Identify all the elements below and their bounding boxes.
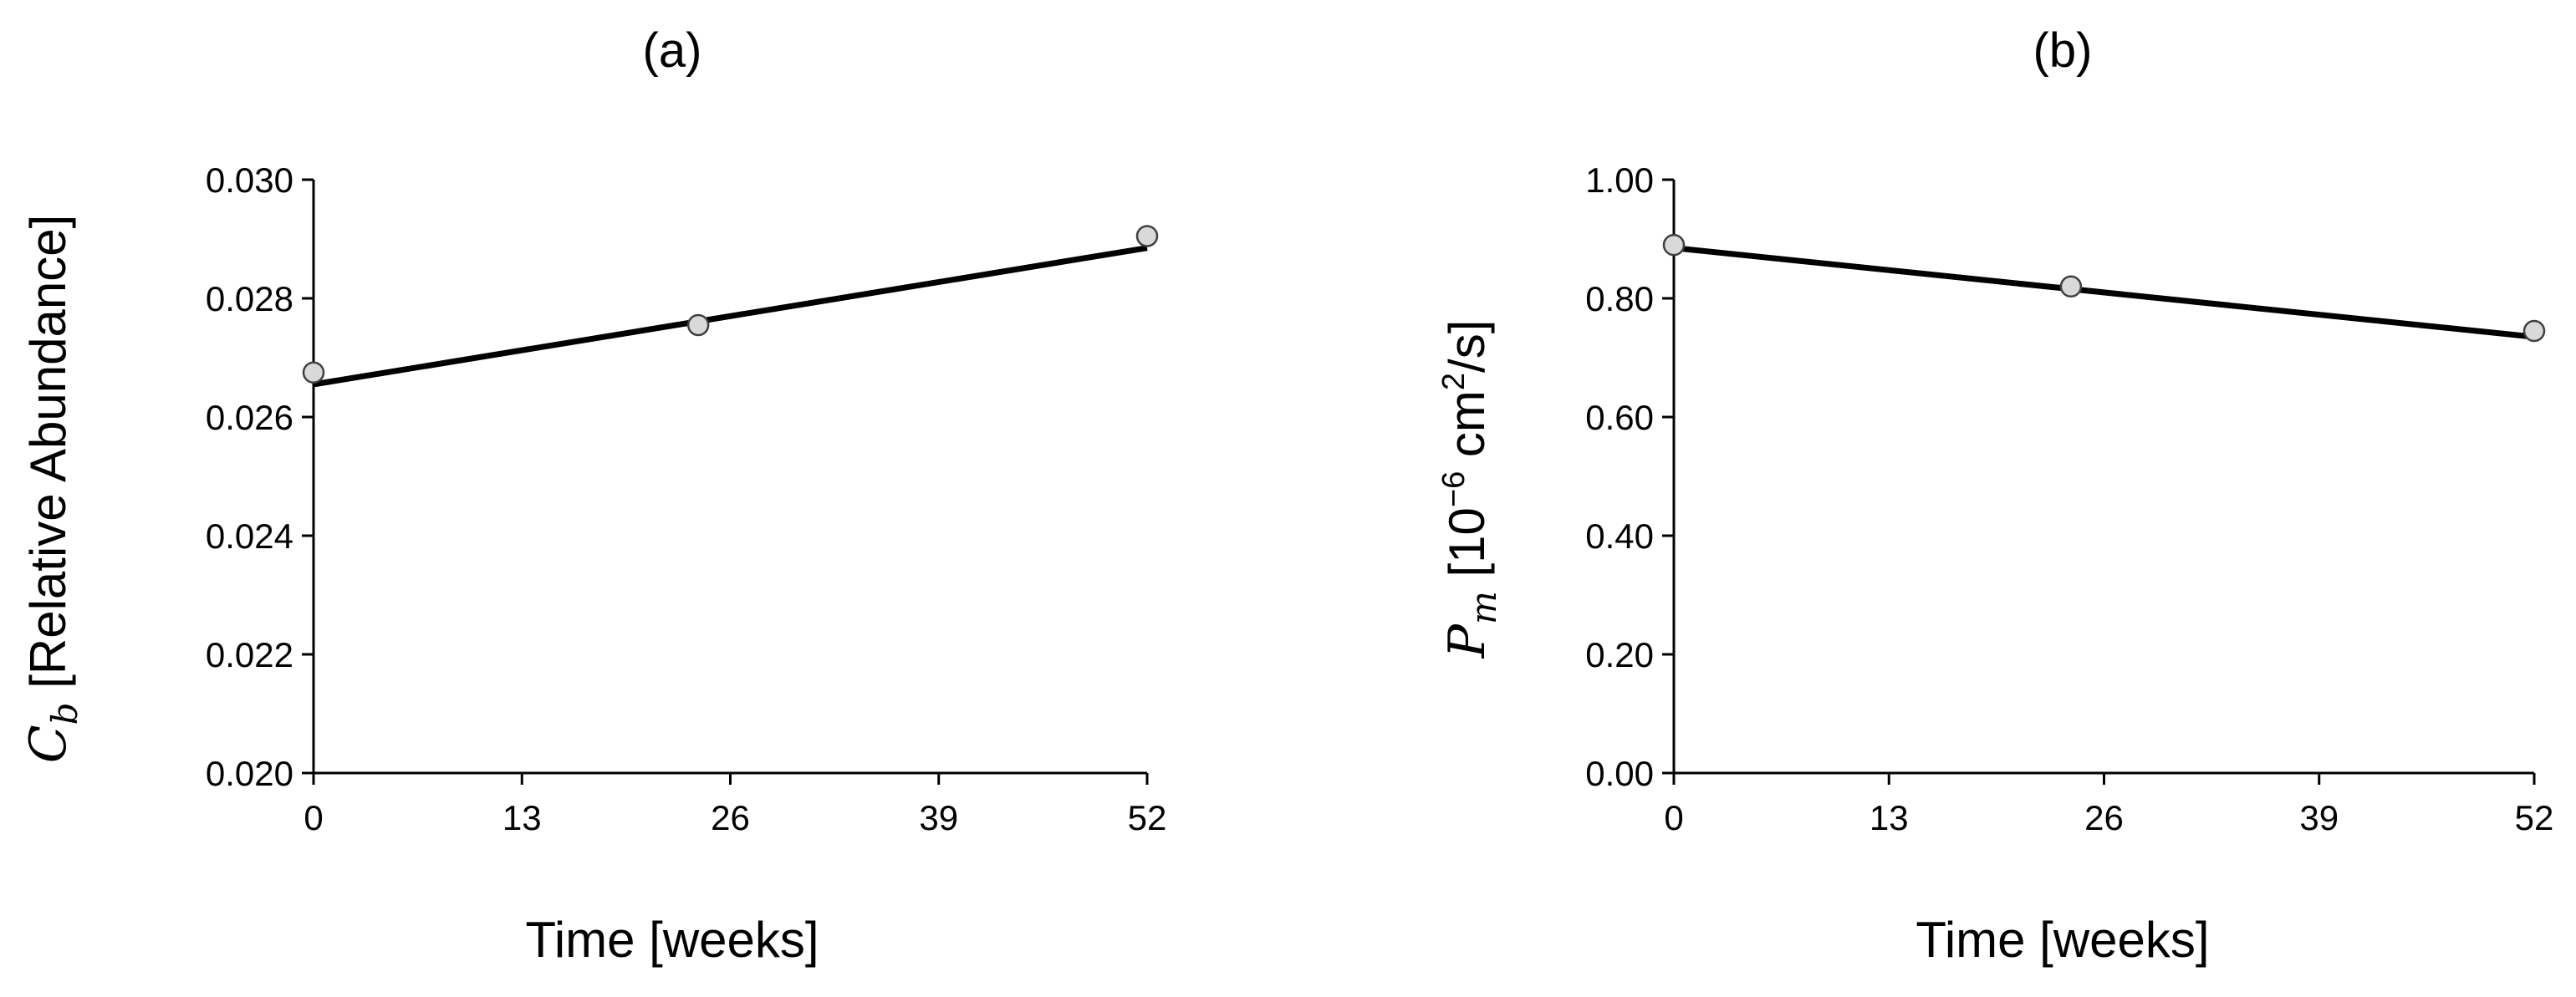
panel-a-x-tick-label: 26 [711, 798, 750, 837]
panel-b-x-tick-label: 26 [2084, 798, 2124, 837]
panel-b-x-tick-label: 39 [2299, 798, 2339, 837]
panel-b-y-axis-label: Pm [10−6 cm2/s] [1436, 320, 1504, 659]
panel-a-y-tick-label: 0.028 [206, 279, 293, 318]
panel-a-x-tick-label: 39 [919, 798, 958, 837]
panel-a-x-tick-label: 13 [502, 798, 542, 837]
panel-a-title: (a) [643, 23, 702, 78]
panel-a-y-axis-label: Cb [Relative Abundance] [19, 215, 85, 764]
panel-a-chart: (a) 0.020 0.022 0.024 0.026 0.028 0.030 0 13 26 3… [19, 23, 1166, 968]
panel-a-x-axis-label: Time [weeks] [525, 912, 819, 968]
panel-b-y-tick-label: 1.00 [1585, 160, 1654, 200]
panel-b-data-point [2522, 319, 2546, 343]
panel-b-y-tick-label: 0.40 [1585, 516, 1654, 556]
panel-b-x-tick-label: 13 [1870, 798, 1909, 837]
panel-a-y-tick-label: 0.020 [206, 754, 293, 793]
panel-b-y-tick-label: 0.20 [1585, 635, 1654, 674]
panel-b-x-axis-label: Time [weeks] [1915, 912, 2209, 968]
panel-b-x-tick-label: 52 [2515, 798, 2554, 837]
panel-a-y-tick-label: 0.030 [206, 160, 293, 200]
panel-b-y-tick-label: 0.60 [1585, 398, 1654, 437]
panel-b-chart: (b) 0.00 0.20 0.40 0.60 0.80 1.00 0 13 26 39 52 Ti… [1436, 23, 2553, 968]
panel-a-y-tick-label: 0.024 [206, 516, 293, 556]
panel-a-y-tick-label: 0.026 [206, 398, 293, 437]
panel-b-y-tick-label: 0.80 [1585, 279, 1654, 318]
panel-a-x-tick-label: 52 [1128, 798, 1167, 837]
panel-a-y-tick-label: 0.022 [206, 635, 293, 674]
panel-b-data-point [1662, 233, 1686, 257]
panel-b-plot-area: 0.00 0.20 0.40 0.60 0.80 1.00 0 13 26 39 52 [1585, 160, 2553, 837]
panel-a-data-point [302, 361, 325, 384]
panel-a-data-point [686, 313, 710, 337]
panel-a-trend-line [313, 245, 1148, 388]
panel-b-data-point [2059, 275, 2083, 298]
panel-a-plot-area: 0.020 0.022 0.024 0.026 0.028 0.030 0 13 26 39 52 [206, 160, 1166, 837]
panel-b-x-tick-label: 0 [1664, 798, 1683, 837]
panel-b-y-tick-label: 0.00 [1585, 754, 1654, 793]
panel-a-x-tick-label: 0 [304, 798, 323, 837]
panel-a-data-point [1135, 225, 1159, 247]
panel-b-trend-line [1673, 245, 2535, 340]
panel-b-title: (b) [2033, 23, 2093, 78]
